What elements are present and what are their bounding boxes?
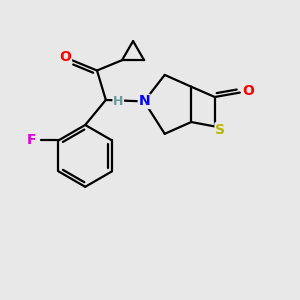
Text: S: S (215, 123, 225, 137)
Text: H: H (113, 95, 123, 108)
Text: F: F (27, 134, 37, 147)
Text: O: O (60, 50, 71, 64)
Text: O: O (242, 84, 254, 98)
Text: N: N (138, 94, 150, 108)
